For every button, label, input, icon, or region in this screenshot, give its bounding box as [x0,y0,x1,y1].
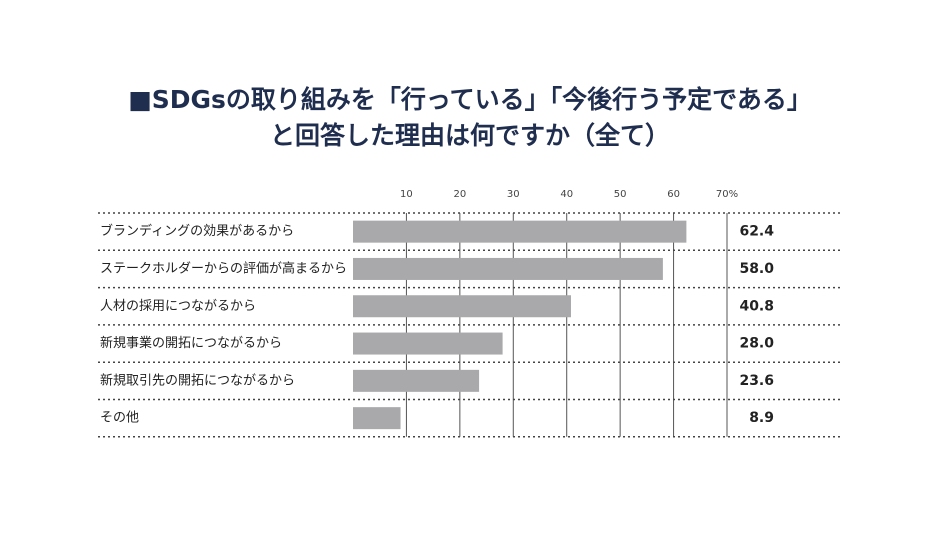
bar [353,407,401,430]
value-label: 8.9 [749,410,774,426]
x-tick-label: 30 [507,189,520,200]
chart-title: ■SDGsの取り組みを「行っている」「今後行う予定である」 [128,85,812,114]
x-tick-label: 20 [453,189,466,200]
chart-title: と回答した理由は何ですか（全て） [270,121,670,150]
value-label: 28.0 [739,336,774,352]
x-tick-label: 60 [667,189,680,200]
category-label: 人材の採用につながるから [100,299,256,314]
bar [353,257,663,280]
bar [353,220,687,243]
category-label: ステークホルダーからの評価が高まるから [100,260,347,276]
value-label: 62.4 [739,224,774,240]
category-label: 新規事業の開拓につながるから [100,335,282,351]
bar [353,295,571,318]
value-label: 58.0 [739,261,774,277]
bar [353,332,503,355]
x-tick-label: 40 [560,189,573,200]
value-label: 40.8 [739,298,774,314]
x-tick-label: 70% [716,189,738,200]
bar [353,369,480,392]
x-tick-label: 10 [400,189,413,200]
x-tick-label: 50 [614,189,627,200]
category-label: ブランディングの効果があるから [100,223,294,239]
value-label: 23.6 [739,373,774,389]
category-label: 新規取引先の開拓につながるから [100,372,295,388]
category-label: その他 [100,411,139,426]
